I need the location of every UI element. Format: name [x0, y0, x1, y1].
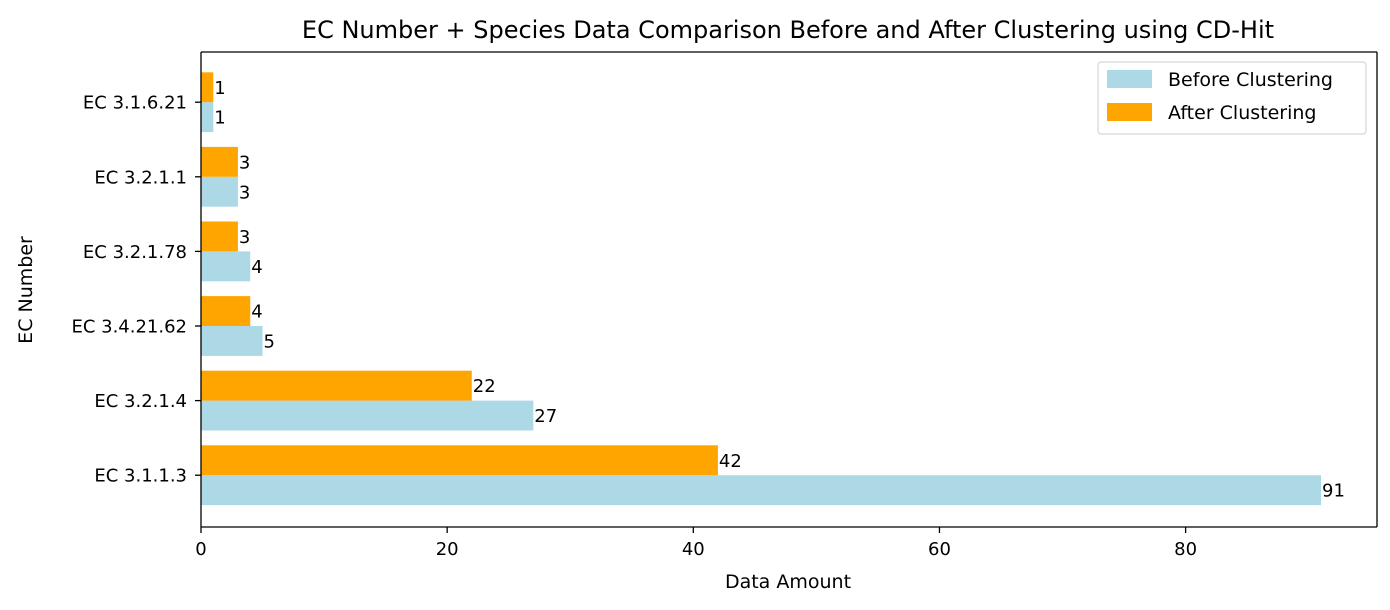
y-tick-label: EC 3.4.21.62: [71, 317, 187, 338]
x-tick-label: 40: [682, 539, 705, 560]
y-axis: EC 3.1.1.3 EC 3.2.1.4 EC 3.4.21.62 EC 3.2.1…: [71, 52, 202, 527]
chart-title: EC Number + Species Data Comparison Befo…: [302, 16, 1274, 44]
data-label: 22: [473, 376, 496, 397]
bar-after--3-1-6-21: [201, 72, 214, 103]
data-label: 27: [534, 406, 557, 427]
data-label: 42: [719, 451, 742, 472]
legend-swatch-before: [1107, 70, 1152, 88]
data-label: 3: [239, 227, 250, 248]
bar-after--3-4-21-62: [201, 296, 251, 326]
x-tick-label: 80: [1174, 539, 1197, 560]
y-tick-label: EC 3.1.1.3: [94, 466, 187, 487]
data-label: 5: [264, 331, 275, 352]
y-axis-label: EC Number: [15, 236, 37, 344]
data-label: 4: [251, 257, 262, 278]
x-axis-label: Data Amount: [725, 571, 851, 593]
data-label: 4: [251, 302, 262, 323]
data-label: 3: [239, 152, 250, 173]
legend-label-after: After Clustering: [1168, 102, 1316, 124]
bar-after--3-2-1-78: [201, 221, 238, 252]
legend-label-before: Before Clustering: [1168, 69, 1333, 91]
bar-before--3-4-21-62: [201, 326, 263, 356]
bar-after--3-2-1-4: [201, 370, 472, 401]
bar-before--3-2-1-4: [201, 400, 534, 431]
x-axis: 0 20 40 60 80: [195, 526, 1377, 560]
bar-after--3-2-1-1: [201, 146, 238, 177]
bar-before--3-2-1-78: [201, 251, 251, 282]
y-tick-label: EC 3.2.1.4: [94, 391, 187, 412]
legend-frame: [1097, 61, 1367, 135]
y-tick-label: EC 3.2.1.1: [94, 167, 187, 188]
bar-before--3-1-1-3: [201, 475, 1321, 506]
y-tick-label: EC 3.1.6.21: [83, 93, 187, 114]
bar-after--3-1-1-3: [201, 445, 718, 476]
data-label: 3: [239, 182, 250, 203]
legend: Before Clustering After Clustering: [1097, 61, 1367, 135]
x-tick-label: 0: [195, 539, 206, 560]
bar-before--3-2-1-1: [201, 176, 238, 207]
legend-swatch-after: [1107, 103, 1152, 121]
data-label: 1: [214, 78, 225, 99]
y-tick-label: EC 3.2.1.78: [83, 242, 187, 263]
bar-before--3-1-6-21: [201, 102, 214, 133]
x-tick-label: 60: [928, 539, 951, 560]
data-label: 1: [214, 108, 225, 129]
x-tick-label: 20: [436, 539, 459, 560]
data-label: 91: [1322, 481, 1345, 502]
